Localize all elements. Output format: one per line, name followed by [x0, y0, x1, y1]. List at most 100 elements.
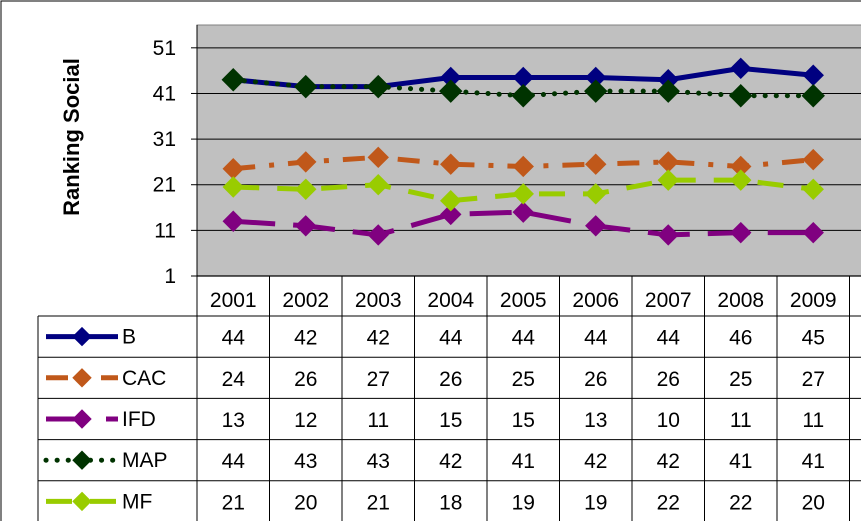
series-point-mf — [512, 183, 534, 205]
table-cell-value: 44 — [584, 327, 608, 350]
table-cell-value: 10 — [657, 409, 680, 432]
table-cell-value: 42 — [439, 450, 462, 473]
table-cell-value: 18 — [439, 491, 462, 514]
table-cell-value: 15 — [439, 409, 462, 432]
series-point-map — [584, 79, 608, 103]
series-mf — [222, 169, 824, 212]
series-point-mf — [222, 176, 244, 198]
table-cell-value: 41 — [802, 450, 825, 473]
legend-key-marker — [72, 491, 92, 512]
table-cell-value: 44 — [222, 450, 246, 473]
table-series-name: MF — [122, 490, 152, 513]
x-category-label: 2009 — [790, 289, 837, 312]
table-cell-value: 44 — [439, 327, 463, 350]
legend-key-marker — [72, 326, 92, 347]
series-point-map — [439, 79, 463, 103]
series-point-cac — [802, 148, 824, 171]
series-cac — [222, 146, 824, 180]
table-cell-value: 13 — [584, 409, 607, 432]
series-point-mf — [802, 178, 824, 200]
table-cell-value: 26 — [657, 368, 680, 391]
y-tick-label: 11 — [154, 219, 176, 242]
table-cell-value: 13 — [222, 409, 245, 432]
series-point-ifd — [367, 224, 389, 246]
series-point-ifd — [802, 221, 824, 244]
table-cell-value: 22 — [657, 491, 680, 514]
series-point-ifd — [585, 215, 607, 237]
legend-key-marker — [72, 368, 92, 388]
table-cell-value: 24 — [222, 368, 246, 391]
table-cell-value: 43 — [367, 450, 390, 473]
legend-key-b — [46, 326, 118, 347]
legend-key-mf — [46, 491, 118, 512]
series-map — [221, 68, 825, 108]
table-cell-value: 27 — [802, 368, 825, 391]
table-cell-value: 11 — [367, 409, 389, 432]
table-cell-value: 11 — [802, 409, 824, 432]
table-cell-value: 42 — [294, 327, 317, 350]
table-cell-value: 44 — [222, 327, 246, 350]
legend-key-cac — [46, 368, 118, 388]
y-tick-label: 31 — [153, 128, 176, 151]
series-point-ifd — [222, 210, 244, 232]
series-line-mf — [233, 177, 814, 204]
series-point-ifd — [730, 221, 752, 244]
x-category-label: 2007 — [645, 289, 692, 312]
plot-area — [196, 24, 861, 277]
table-cell-value: 41 — [512, 450, 535, 473]
series-point-ifd — [657, 224, 679, 246]
series-point-b — [730, 57, 752, 80]
table-cell-value: 45 — [802, 327, 825, 350]
table-cell-value: 12 — [294, 409, 317, 432]
legend-key-ifd — [46, 409, 118, 429]
y-tick-label: 21 — [153, 174, 176, 197]
table-cell-value: 21 — [222, 491, 245, 514]
table-cell-value: 44 — [657, 327, 681, 350]
series-point-mf — [295, 178, 317, 200]
table-series-name: B — [122, 326, 136, 349]
x-category-label: 2008 — [717, 289, 764, 312]
series-point-map — [366, 74, 390, 99]
table-cell-value: 46 — [729, 327, 752, 350]
table-cell-value: 19 — [584, 491, 607, 514]
series-point-map — [221, 68, 245, 92]
table-cell-value: 42 — [657, 450, 680, 473]
table-series-name: CAC — [122, 367, 166, 390]
table-cell-value: 20 — [802, 491, 825, 514]
table-cell-value: 41 — [729, 450, 752, 473]
legend-key-marker — [72, 409, 92, 429]
series-point-map — [511, 84, 535, 108]
x-category-label: 2005 — [500, 289, 547, 312]
legend-key-marker — [72, 450, 92, 470]
series-ifd — [222, 201, 824, 246]
table-cell-value: 20 — [294, 491, 317, 514]
table-cell-value: 44 — [512, 327, 536, 350]
x-category-label: 2001 — [210, 289, 257, 312]
series-point-cac — [585, 153, 607, 175]
x-category-label: 2006 — [572, 289, 619, 312]
x-category-label: 2002 — [282, 289, 329, 312]
series-point-mf — [367, 174, 389, 196]
series-point-ifd — [512, 201, 534, 223]
table-cell-value: 22 — [729, 491, 752, 514]
series-point-ifd — [295, 215, 317, 237]
table-cell-value: 42 — [367, 327, 390, 350]
series-point-cac — [440, 153, 462, 175]
table-series-name: IFD — [122, 408, 156, 431]
table-series-name: MAP — [122, 449, 168, 472]
series-point-mf — [657, 169, 679, 191]
legend-key-map — [43, 450, 121, 470]
table-cell-value: 43 — [294, 450, 317, 473]
table-cell-value: 11 — [730, 409, 752, 432]
series-line-ifd — [233, 209, 814, 238]
y-tick-label: 1 — [164, 265, 176, 288]
table-cell-value: 25 — [729, 368, 752, 391]
y-tick-label: 41 — [153, 82, 176, 105]
series-point-cac — [367, 146, 389, 169]
table-cell-value: 19 — [512, 491, 535, 514]
table-cell-value: 21 — [367, 491, 390, 514]
y-axis-label: Ranking Social — [59, 58, 84, 216]
table-cell-value: 15 — [512, 409, 535, 432]
